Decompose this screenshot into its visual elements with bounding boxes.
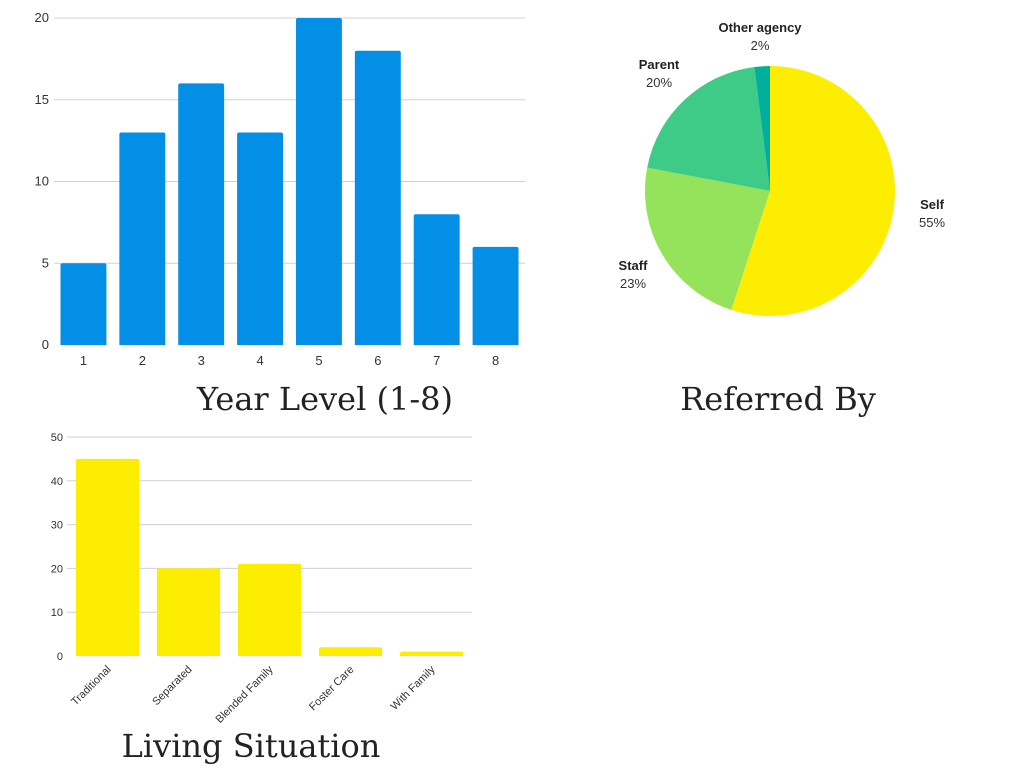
referred-by-slices <box>645 66 895 316</box>
y-tick-label: 10 <box>35 174 49 189</box>
bar <box>413 214 460 345</box>
y-tick-label: 20 <box>51 563 63 575</box>
year-level-chart: 0 5 10 15 20 1 2 3 4 5 6 7 8 Year Level (1-8) <box>35 10 525 418</box>
bar <box>295 18 342 345</box>
pie-slice <box>754 66 770 191</box>
x-tick-label: Traditional <box>69 664 114 709</box>
x-tick-label: 6 <box>374 353 381 368</box>
slice-name-label: Staff <box>619 258 649 273</box>
slice-percent-label: 2% <box>751 38 770 53</box>
x-tick-label: 1 <box>80 353 87 368</box>
x-tick-label: 5 <box>315 353 322 368</box>
slice-percent-label: 55% <box>919 215 945 230</box>
bar <box>472 246 519 345</box>
y-tick-label: 50 <box>51 432 63 444</box>
x-tick-label: Foster Care <box>307 664 357 714</box>
x-tick-label: With Family <box>389 663 438 712</box>
referred-by-chart: Self 55% Staff 23% Parent 20% Other agency 2% R… <box>619 20 946 418</box>
bar <box>318 647 383 656</box>
y-tick-label: 20 <box>35 10 49 25</box>
x-tick-label: Blended Family <box>214 663 276 725</box>
x-tick-label: 8 <box>492 353 499 368</box>
bar <box>119 132 166 345</box>
year-level-caption: Year Level (1-8) <box>196 380 453 418</box>
x-tick-label: 2 <box>139 353 146 368</box>
x-tick-label: Separated <box>150 664 194 708</box>
slice-name-label: Other agency <box>718 20 802 35</box>
year-level-bars <box>60 18 519 346</box>
living-situation-chart: 0 10 20 30 40 50 Traditional Separated Blended … <box>51 432 472 765</box>
y-tick-label: 15 <box>35 92 49 107</box>
year-level-y-ticks: 0 5 10 15 20 <box>35 10 49 352</box>
slice-percent-label: 23% <box>620 276 646 291</box>
x-tick-label: 3 <box>198 353 205 368</box>
bar <box>354 50 401 345</box>
referred-by-caption: Referred By <box>680 380 876 418</box>
y-tick-label: 0 <box>57 651 63 663</box>
pie-slice <box>645 167 770 310</box>
x-tick-label: 7 <box>433 353 440 368</box>
slice-percent-label: 20% <box>646 75 672 90</box>
slice-name-label: Self <box>920 197 945 212</box>
x-tick-label: 4 <box>256 353 263 368</box>
pie-slice <box>647 66 770 191</box>
bar <box>237 564 302 656</box>
living-situation-y-ticks: 0 10 20 30 40 50 <box>51 432 63 663</box>
y-tick-label: 10 <box>51 607 63 619</box>
bar <box>399 651 464 656</box>
living-situation-bars <box>75 458 464 656</box>
year-level-x-ticks: 1 2 3 4 5 6 7 8 <box>80 353 499 368</box>
y-tick-label: 30 <box>51 520 63 532</box>
y-tick-label: 5 <box>42 255 49 270</box>
bar <box>178 83 225 346</box>
pie-slice <box>731 66 895 316</box>
bar <box>156 568 221 656</box>
living-situation-caption: Living Situation <box>122 727 381 765</box>
living-situation-x-ticks: Traditional Separated Blended Family Foster… <box>69 663 438 725</box>
y-tick-label: 0 <box>42 337 49 352</box>
bar <box>237 132 284 345</box>
y-tick-label: 40 <box>51 476 63 488</box>
bar <box>60 263 107 345</box>
bar <box>75 458 140 656</box>
slice-name-label: Parent <box>639 57 680 72</box>
referred-by-labels: Self 55% Staff 23% Parent 20% Other agency 2% <box>619 20 946 291</box>
